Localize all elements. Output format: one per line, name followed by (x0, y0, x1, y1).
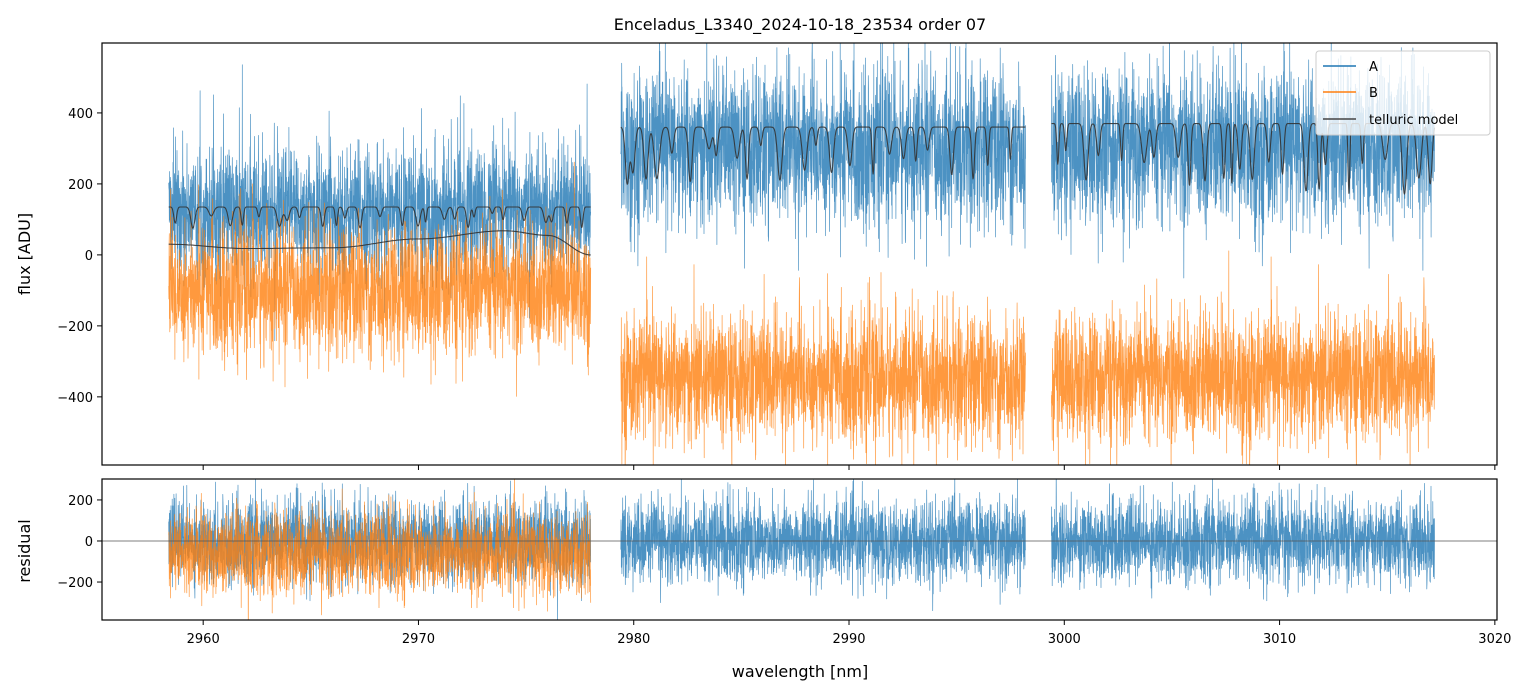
x-tick-label: 2980 (617, 632, 650, 647)
residual-y-tick-label: 0 (85, 535, 93, 550)
residual-y-tick-label: 200 (68, 494, 93, 509)
x-tick-label: 3010 (1263, 632, 1296, 647)
residual-series-a-segment-3 (1051, 479, 1435, 602)
flux-ylabel: flux [ADU] (15, 213, 34, 295)
x-axis-label: wavelength [nm] (732, 662, 869, 681)
flux-series-b-segment-1 (168, 161, 592, 397)
legend-label-a: A (1369, 60, 1378, 75)
x-tick-label: 2960 (187, 632, 220, 647)
flux-axes-frame (101, 42, 1498, 466)
legend-label-model: telluric model (1369, 113, 1458, 128)
residual-ylabel: residual (15, 519, 34, 582)
flux-series-b-segment-3 (1051, 250, 1435, 465)
legend: A B telluric model (1315, 50, 1491, 136)
residual-y-tick-label: −200 (57, 576, 93, 591)
residual-panel (168, 479, 1435, 620)
chart-title: Enceladus_L3340_2024-10-18_23534 order 0… (614, 15, 986, 35)
x-tick-label: 2990 (832, 632, 865, 647)
flux-panel (168, 43, 1436, 465)
residual-series-b-segment-1 (168, 479, 592, 620)
telluric-model-a-segment-2 (620, 126, 1026, 185)
flux-series-b-segment-2 (620, 256, 1026, 465)
residual-axes-frame (101, 478, 1498, 621)
flux-series-a-segment-3 (1051, 43, 1435, 279)
legend-label-b: B (1369, 86, 1378, 101)
flux-y-tick-label: 400 (68, 107, 93, 122)
flux-y-tick-label: 200 (68, 178, 93, 193)
x-tick-label: 2970 (402, 632, 435, 647)
flux-y-tick-label: −200 (57, 320, 93, 335)
flux-series-a-segment-1 (168, 64, 592, 342)
x-tick-label: 3000 (1048, 632, 1081, 647)
telluric-model-a-segment-1 (168, 206, 591, 229)
x-tick-label: 3020 (1478, 632, 1511, 647)
telluric-model-b (168, 230, 591, 256)
flux-y-tick-label: 0 (85, 249, 93, 264)
flux-y-tick-label: −400 (57, 391, 93, 406)
residual-series-a-segment-2 (620, 479, 1026, 612)
flux-series-a-segment-2 (620, 43, 1026, 271)
